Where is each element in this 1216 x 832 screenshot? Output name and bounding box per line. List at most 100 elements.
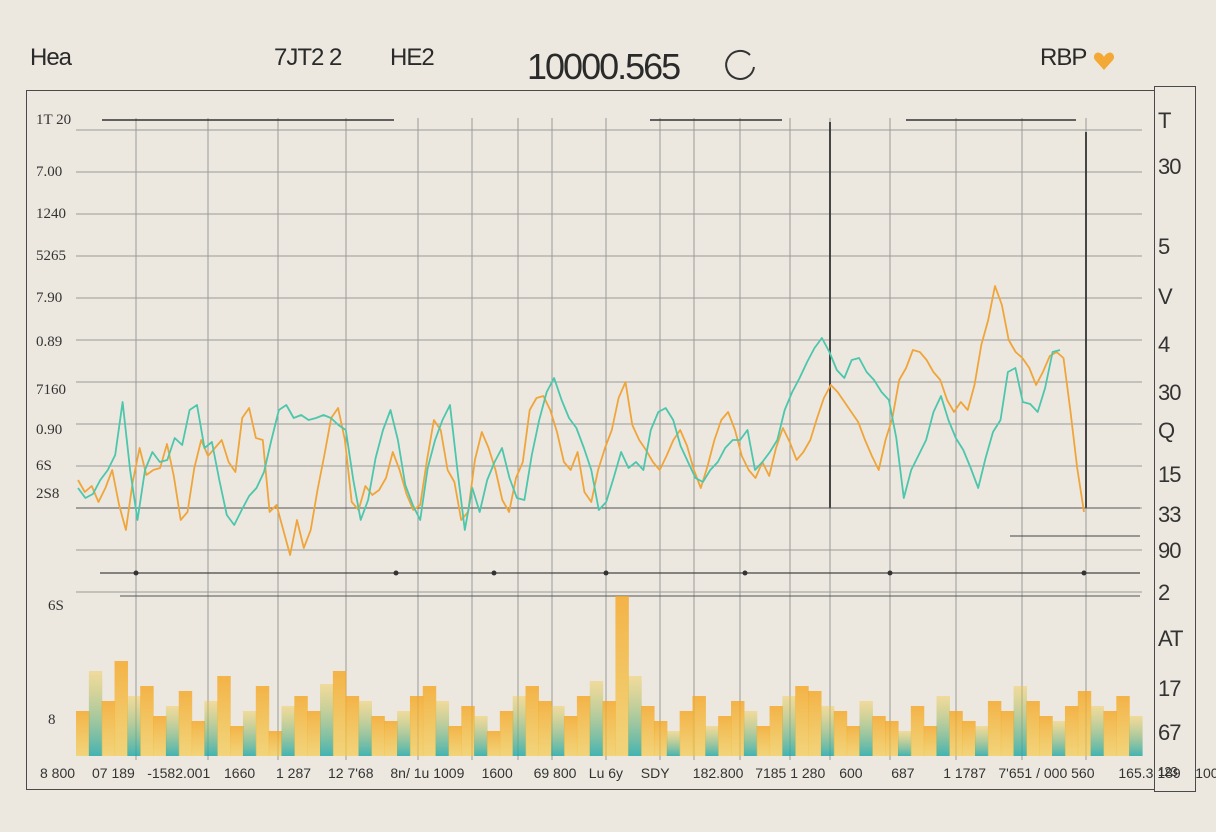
y-tick-label: 1240	[36, 206, 66, 222]
volume-bar	[628, 676, 642, 756]
volume-bar	[114, 661, 128, 756]
volume-bar	[731, 701, 745, 756]
volume-bar	[409, 696, 424, 756]
right-tick-label: V	[1158, 284, 1173, 309]
heart-icon	[1093, 52, 1115, 70]
volume-bar	[512, 696, 527, 756]
volume-bar	[178, 691, 193, 756]
volume-bar	[1103, 711, 1117, 756]
volume-bar	[371, 716, 385, 756]
right-tick-label: AT	[1158, 626, 1183, 651]
right-tick-label: 5	[1158, 234, 1170, 259]
volume-bar	[255, 686, 270, 756]
volume-bar	[782, 696, 796, 756]
y-tick-label: 7.90	[36, 290, 62, 306]
volume-bar	[88, 671, 103, 756]
volume-bar	[653, 721, 668, 756]
axis-dot	[887, 570, 893, 576]
x-tick-label: Lu 6y	[589, 765, 623, 781]
volume-bar	[820, 706, 835, 756]
volume-bar	[705, 726, 719, 756]
x-tick-label: 1 287	[276, 765, 311, 781]
axis-dot	[1081, 570, 1087, 576]
header-label-a: 7JT2 2	[274, 44, 342, 71]
volume-bar	[795, 686, 809, 756]
series-line-2	[77, 337, 1061, 531]
volume-bar	[602, 701, 617, 756]
volume-bar	[76, 711, 90, 756]
header-value-center: 10000.565	[527, 46, 681, 87]
volume-bar	[641, 706, 655, 756]
right-tick-label: 15	[1158, 462, 1181, 487]
y-tick-label: 1T 20	[36, 112, 71, 128]
x-tick-label: 165.3 189	[1118, 765, 1180, 781]
refresh-ring-icon[interactable]	[722, 45, 760, 85]
x-tick-label: 7185 1 280	[755, 765, 825, 781]
x-tick-label: SDY	[641, 765, 670, 781]
volume-bar	[769, 706, 783, 756]
volume-bar	[897, 731, 912, 756]
y-tick-label: 8	[48, 712, 56, 728]
volume-bar	[486, 731, 501, 756]
x-tick-label: 12 7'68	[328, 765, 374, 781]
volume-bar	[384, 721, 398, 756]
volume-bar	[525, 686, 539, 756]
volume-bar	[397, 711, 411, 756]
x-tick-label: 687	[891, 765, 915, 781]
volume-bar	[846, 726, 861, 756]
volume-bar	[589, 681, 604, 756]
volume-bar	[743, 711, 758, 756]
x-tick-label: 1600	[482, 765, 513, 781]
y-tick-label: 5265	[36, 248, 66, 264]
right-tick-label: 67	[1158, 720, 1181, 745]
volume-bar	[679, 711, 694, 756]
right-tick-label: 123	[1158, 764, 1177, 779]
volume-bar	[1000, 711, 1015, 756]
volume-bar	[576, 696, 591, 756]
y-tick-label: 7160	[36, 382, 66, 398]
y-tick-label: 6S	[36, 458, 52, 474]
volume-bar	[538, 701, 552, 756]
volume-bar	[885, 721, 899, 756]
right-tick-label: 30	[1158, 380, 1181, 405]
x-tick-label: 07 189	[92, 765, 135, 781]
volume-bar	[1116, 696, 1130, 756]
volume-bar	[1090, 706, 1105, 756]
volume-bar	[461, 706, 475, 756]
volume-bar	[204, 701, 218, 756]
right-tick-label: T	[1158, 108, 1171, 133]
series-line-1	[77, 285, 1085, 556]
x-tick-label: 8n/ 1u 1009	[390, 765, 464, 781]
volume-bar	[422, 686, 437, 756]
volume-bar	[140, 686, 154, 756]
x-tick-label: 1660	[224, 765, 255, 781]
volume-bar	[718, 716, 732, 756]
volume-bar	[1064, 706, 1079, 756]
x-tick-label: 182.800	[693, 765, 744, 781]
right-tick-label: Q	[1158, 418, 1175, 443]
volume-bar	[345, 696, 360, 756]
volume-bar	[756, 726, 771, 756]
x-tick-label: -1582.001	[147, 765, 210, 781]
volume-bar	[101, 701, 116, 756]
volume-bar	[923, 726, 938, 756]
volume-bar	[320, 684, 334, 756]
volume-bar	[191, 721, 206, 756]
volume-bar	[1052, 721, 1066, 756]
header-label-b: HE2	[390, 44, 435, 71]
chart-frame	[26, 90, 1154, 790]
volume-bar	[281, 706, 295, 756]
right-tick-label: 90	[1158, 538, 1181, 563]
volume-bar	[910, 706, 925, 756]
x-tick-label: 600	[839, 765, 863, 781]
volume-bar	[859, 701, 873, 756]
header-label-right: RBP	[1040, 44, 1087, 71]
right-tick-label: 4	[1158, 332, 1170, 357]
volume-bar	[692, 696, 706, 756]
volume-bar	[307, 711, 321, 756]
y-tick-label: 6S	[48, 598, 64, 614]
y-tick-label: 0.90	[36, 422, 62, 438]
axis-dot	[603, 570, 609, 576]
right-scale-panel	[1154, 86, 1196, 792]
